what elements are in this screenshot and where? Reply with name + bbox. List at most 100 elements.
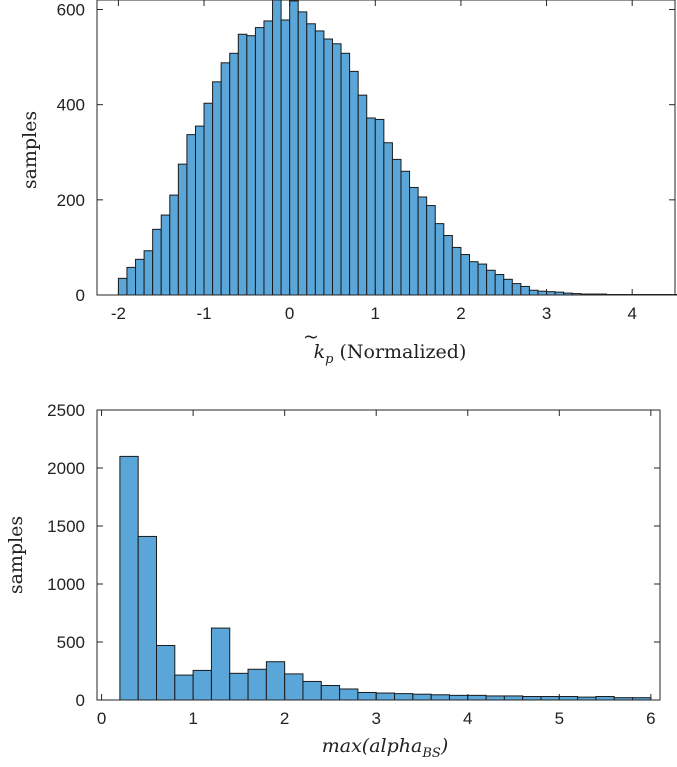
top-bar-39: [451, 246, 462, 296]
top-bars: [117, 0, 677, 296]
top-bar-36: [426, 205, 436, 296]
bot-bar-10: [302, 680, 322, 701]
bottom-y-axis-label: samples: [5, 516, 27, 594]
top-ytick-label-2: 400: [57, 96, 85, 115]
bottom-x-axis-label: max(alphaBS): [322, 735, 449, 761]
bot-bar-21: [503, 695, 524, 701]
top-bar-41: [468, 261, 479, 296]
top-bar-38: [443, 235, 453, 296]
bot-bar-11: [320, 685, 341, 701]
bot-bar-18: [448, 694, 469, 701]
top-bar-11: [212, 81, 222, 296]
bot-ytick-label-1: 500: [57, 633, 85, 652]
bot-bar-19: [467, 694, 487, 701]
top-bar-8: [186, 134, 196, 296]
top-x-label-suffix: (Normalized): [339, 341, 466, 363]
bot-xtick-label-3: 3: [371, 709, 380, 728]
top-bar-32: [391, 158, 402, 296]
top-bar-21: [297, 11, 308, 296]
bot-bar-1: [137, 535, 158, 701]
top-xtick-label-0: -2: [111, 304, 126, 323]
bot-bar-17: [430, 694, 450, 701]
top-bar-35: [417, 196, 428, 296]
top-bar-28: [357, 94, 368, 296]
top-x-label-accent: ~: [303, 326, 319, 348]
bot-bar-24: [558, 696, 579, 701]
bot-xtick-label-1: 1: [188, 709, 197, 728]
bot-bar-14: [375, 692, 396, 701]
bot-bar-13: [357, 691, 377, 701]
top-bar-1: [126, 266, 137, 296]
top-bar-49: [537, 290, 548, 296]
bot-ytick-label-3: 1500: [47, 517, 85, 536]
top-bar-4: [152, 228, 162, 296]
top-ytick-label-3: 600: [57, 1, 85, 20]
top-x-label-main: k: [314, 341, 326, 363]
top-bar-9: [194, 125, 205, 296]
bot-ytick-label-5: 2500: [47, 401, 85, 420]
top-bar-45: [503, 278, 513, 296]
top-bar-43: [486, 269, 496, 296]
top-bar-12: [220, 62, 231, 296]
top-bar-29: [366, 117, 376, 296]
top-x-axis-label: kp (Normalized): [314, 341, 467, 367]
bot-bar-2: [156, 644, 176, 701]
top-bar-46: [511, 283, 522, 296]
bot-ytick-label-4: 2000: [47, 459, 85, 478]
bot-bar-7: [247, 668, 267, 701]
bot-bar-20: [485, 695, 505, 701]
top-bar-15: [246, 35, 256, 296]
top-bar-42: [477, 263, 488, 296]
bottom-histogram: 0 1 2 3 4 5 6 0 500 1000 1500 2000 2500 samples max…: [5, 401, 661, 761]
top-bar-30: [374, 118, 385, 296]
top-xtick-label-4: 2: [456, 304, 465, 323]
bot-bar-8: [265, 661, 286, 701]
bot-bar-26: [595, 696, 615, 701]
top-bar-34: [409, 186, 419, 296]
bot-bar-9: [284, 673, 304, 701]
top-bar-22: [306, 23, 316, 296]
bottom-y-ticks: 0 500 1000 1500 2000 2500: [47, 401, 660, 710]
bot-ytick-label-2: 1000: [47, 575, 85, 594]
top-bar-19: [280, 19, 291, 296]
top-xtick-label-5: 3: [542, 304, 551, 323]
bottom-x-label-suffix: ): [440, 735, 448, 757]
bot-bar-6: [229, 672, 249, 701]
bot-bar-3: [174, 674, 194, 701]
top-bar-33: [400, 170, 411, 296]
bot-bar-22: [522, 696, 542, 701]
top-bar-2: [135, 258, 145, 296]
top-xtick-label-1: -1: [196, 304, 211, 323]
top-xtick-label-3: 1: [371, 304, 380, 323]
bottom-axes-box: [96, 409, 661, 701]
top-ytick-label-0: 0: [76, 286, 85, 305]
top-bar-5: [160, 214, 171, 296]
top-y-axis-label: samples: [19, 111, 41, 189]
bottom-bars: [119, 455, 652, 701]
top-bar-31: [383, 142, 393, 296]
top-ytick-label-1: 200: [57, 191, 85, 210]
bot-bar-23: [540, 696, 560, 701]
top-bar-14: [237, 33, 248, 296]
bot-xtick-label-6: 6: [646, 709, 655, 728]
bottom-x-label-sub: BS: [421, 746, 441, 761]
top-bar-3: [143, 250, 154, 296]
top-bar-47: [520, 285, 530, 296]
top-bar-13: [229, 52, 239, 296]
top-bar-44: [494, 274, 505, 296]
top-bar-37: [434, 223, 445, 296]
bot-bar-4: [192, 669, 212, 701]
bottom-x-label-main: max(alpha: [322, 735, 423, 757]
top-bar-17: [263, 20, 274, 296]
top-bar-25: [331, 43, 342, 296]
top-bar-40: [460, 254, 470, 296]
top-histogram: -2 -1 0 1 2 3 4 0 200 400 600 samples kp (Normaliz…: [19, 0, 677, 367]
bot-xtick-label-5: 5: [555, 709, 564, 728]
bot-xtick-label-4: 4: [463, 709, 472, 728]
top-bar-10: [203, 102, 214, 296]
top-x-label-sub: p: [325, 352, 334, 367]
top-xtick-label-2: 0: [285, 304, 294, 323]
bot-bar-0: [119, 455, 139, 701]
top-bar-48: [528, 289, 539, 296]
